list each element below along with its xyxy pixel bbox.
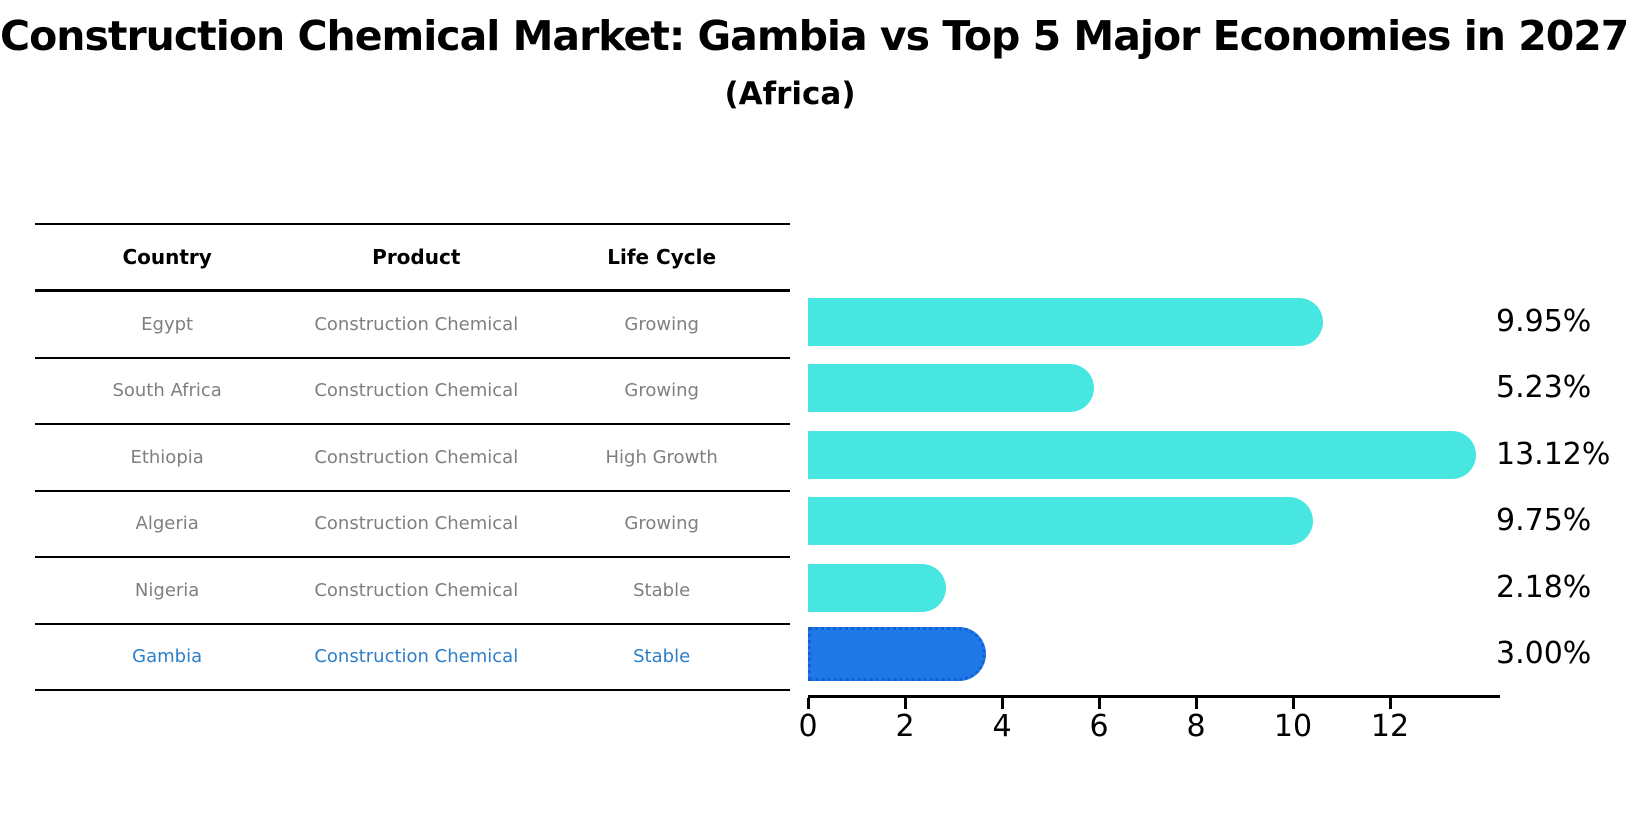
life-cycle-cell: Growing	[624, 513, 699, 535]
table-row-egypt: Egypt Construction Chemical Growing	[35, 292, 790, 359]
product-cell: Construction Chemical	[314, 646, 519, 668]
x-axis-line	[808, 695, 1500, 698]
product-cell: Construction Chemical	[314, 380, 519, 402]
page-subtitle: (Africa)	[724, 76, 856, 112]
column-header-product: Product	[372, 245, 461, 269]
country-cell: Nigeria	[134, 579, 200, 601]
x-axis-tick-label: 10	[1273, 709, 1313, 744]
x-axis-tick-label: 0	[798, 709, 818, 744]
bar-nigeria	[808, 563, 946, 612]
x-axis-tick-label: 8	[1186, 709, 1206, 744]
table-header-row: Country Product Life Cycle	[35, 225, 790, 292]
bar-ethiopia	[808, 430, 1477, 479]
product-cell: Construction Chemical	[314, 446, 519, 468]
x-axis-tick	[1097, 698, 1101, 709]
x-axis-tick	[1194, 698, 1198, 709]
bar-egypt	[808, 298, 1323, 346]
value-label-nigeria: 2.18%	[1496, 569, 1592, 605]
column-header-life-cycle: Life Cycle	[607, 245, 717, 269]
table-row-south-africa: South Africa Construction Chemical Growi…	[35, 359, 790, 425]
x-axis-tick	[806, 698, 810, 709]
bar-gambia-highlighted	[808, 627, 986, 681]
x-axis-tick-label: 2	[895, 709, 915, 744]
x-axis-tick	[1000, 698, 1004, 709]
x-axis-tick	[903, 698, 907, 709]
life-cycle-cell: Growing	[624, 380, 699, 402]
x-axis-tick	[1291, 698, 1295, 709]
value-label-gambia: 3.00%	[1496, 636, 1592, 671]
country-cell: Algeria	[135, 513, 199, 535]
value-label-algeria: 9.75%	[1496, 503, 1592, 539]
country-cell: South Africa	[112, 380, 222, 402]
country-cell: Ethiopia	[130, 446, 204, 468]
table-row-ethiopia: Ethiopia Construction Chemical High Grow…	[35, 425, 790, 492]
bar-algeria	[808, 497, 1313, 546]
value-label-south-africa: 5.23%	[1496, 370, 1592, 406]
life-cycle-cell: Stable	[633, 646, 691, 668]
country-info-table: Country Product Life Cycle Egypt Constru…	[35, 223, 790, 691]
country-cell: Egypt	[141, 313, 194, 335]
x-axis-tick-label: 4	[992, 709, 1012, 744]
product-cell: Construction Chemical	[314, 579, 519, 601]
value-label-egypt: 9.95%	[1496, 304, 1592, 339]
product-cell: Construction Chemical	[314, 513, 519, 535]
table-row-gambia: Gambia Construction Chemical Stable	[35, 625, 790, 691]
x-axis-tick-label: 12	[1370, 709, 1410, 744]
table-row-algeria: Algeria Construction Chemical Growing	[35, 492, 790, 558]
value-label-ethiopia: 13.12%	[1496, 436, 1611, 472]
page-title: Construction Chemical Market: Gambia vs …	[0, 12, 1629, 60]
table-row-nigeria: Nigeria Construction Chemical Stable	[35, 558, 790, 625]
bar-south-africa	[808, 364, 1094, 413]
life-cycle-cell: Stable	[633, 579, 691, 601]
country-cell: Gambia	[132, 646, 203, 668]
life-cycle-cell: Growing	[624, 313, 699, 335]
x-axis-tick-label: 6	[1089, 709, 1109, 744]
column-header-country: Country	[122, 245, 212, 269]
life-cycle-cell: High Growth	[605, 446, 718, 468]
x-axis-tick	[1388, 698, 1392, 709]
product-cell: Construction Chemical	[314, 313, 519, 335]
